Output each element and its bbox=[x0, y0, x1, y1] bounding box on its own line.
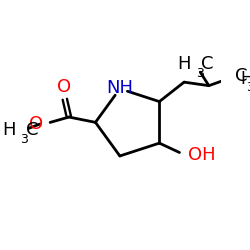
Text: C: C bbox=[201, 56, 213, 74]
Text: 3: 3 bbox=[246, 81, 250, 94]
Text: 3: 3 bbox=[196, 67, 203, 80]
Text: C: C bbox=[235, 67, 248, 85]
Text: H: H bbox=[178, 56, 191, 74]
Text: 3: 3 bbox=[20, 133, 28, 146]
Text: O: O bbox=[29, 115, 43, 133]
Text: O: O bbox=[56, 78, 71, 96]
Text: OH: OH bbox=[188, 146, 215, 164]
Text: H: H bbox=[2, 121, 16, 139]
Text: C: C bbox=[26, 121, 38, 139]
Text: NH: NH bbox=[106, 79, 133, 97]
Text: H: H bbox=[241, 70, 250, 88]
